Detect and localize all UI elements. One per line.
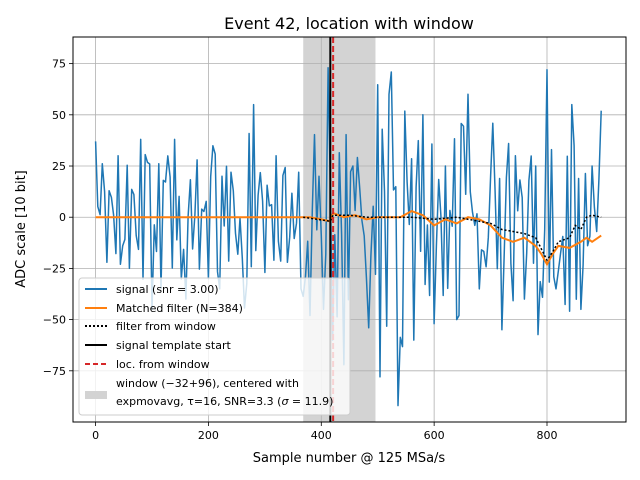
series-matched-filter bbox=[95, 210, 602, 267]
legend-window-sigma: σ bbox=[281, 395, 289, 408]
legend-swatch-window bbox=[85, 391, 107, 399]
legend-window-text-b: = 11.9) bbox=[288, 395, 333, 408]
y-tick-label: 0 bbox=[59, 211, 66, 224]
legend-label-location: loc. from window bbox=[116, 358, 210, 371]
legend-box bbox=[78, 277, 351, 416]
y-axis-label: ADC scale [10 bit] bbox=[14, 170, 29, 288]
y-tick-label: −75 bbox=[43, 365, 66, 378]
x-tick-label: 400 bbox=[311, 429, 332, 442]
x-tick-label: 600 bbox=[424, 429, 445, 442]
legend-label-window-line1: window (−32+96), centered with bbox=[116, 377, 299, 390]
y-tick-label: 25 bbox=[52, 160, 66, 173]
series-filter-from-window bbox=[303, 214, 602, 262]
chart-title: Event 42, location with window bbox=[224, 14, 474, 33]
axes-frame bbox=[72, 36, 627, 423]
legend-label-template-start: signal template start bbox=[116, 339, 231, 352]
legend-label-signal: signal (snr = 3.00) bbox=[116, 283, 219, 296]
y-tick-label: −25 bbox=[43, 262, 66, 275]
x-axis: 0 200 400 600 800 bbox=[92, 422, 558, 442]
x-tick-label: 200 bbox=[198, 429, 219, 442]
legend-label-window-line2: expmovavg, τ=16, SNR=3.3 (σ = 11.9) bbox=[116, 395, 333, 408]
legend: signal (snr = 3.00) Matched filter (N=38… bbox=[78, 277, 351, 416]
x-tick-label: 800 bbox=[537, 429, 558, 442]
legend-label-matched-filter: Matched filter (N=384) bbox=[116, 302, 243, 315]
y-tick-label: −50 bbox=[43, 314, 66, 327]
y-tick-label: 75 bbox=[52, 58, 66, 71]
y-tick-label: 50 bbox=[52, 109, 66, 122]
legend-label-filter-from-window: filter from window bbox=[116, 320, 216, 333]
x-axis-label: Sample number @ 125 MSa/s bbox=[253, 451, 446, 466]
y-axis: −75 −50 −25 0 25 50 75 bbox=[43, 58, 73, 378]
legend-window-text-a: expmovavg, τ=16, SNR=3.3 ( bbox=[116, 395, 281, 408]
x-tick-label: 0 bbox=[92, 429, 99, 442]
